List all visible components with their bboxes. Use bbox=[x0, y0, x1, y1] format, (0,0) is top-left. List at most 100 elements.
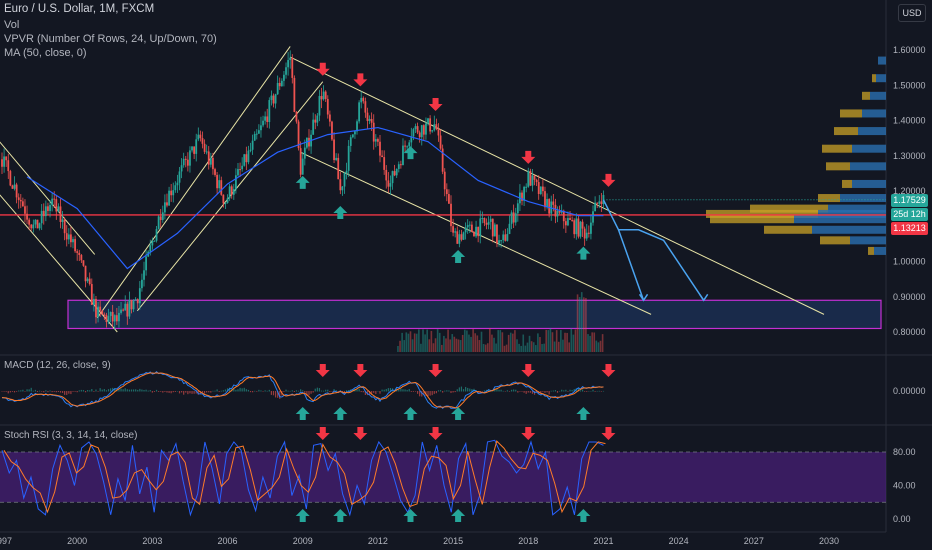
macd-histogram-bar bbox=[151, 391, 153, 393]
down-arrow-marker bbox=[601, 173, 616, 187]
volume-bar bbox=[478, 340, 481, 352]
volume-profile-bar bbox=[706, 209, 818, 218]
ma-label[interactable]: MA (50, close, 0) bbox=[4, 47, 87, 59]
candle-body bbox=[514, 213, 517, 223]
candle-body bbox=[377, 139, 379, 142]
candle-body bbox=[435, 124, 438, 130]
candle-body bbox=[199, 134, 202, 139]
volume-bar bbox=[405, 332, 408, 352]
volume-bar bbox=[532, 342, 535, 352]
volume-bar bbox=[593, 332, 596, 352]
down-arrow-marker bbox=[315, 364, 330, 377]
macd-histogram-bar bbox=[558, 390, 561, 392]
countdown-tag: 25d 12h bbox=[891, 208, 928, 221]
volume-profile-bar bbox=[842, 179, 852, 188]
macd-histogram-bar bbox=[1, 391, 3, 392]
candle-body bbox=[141, 279, 143, 289]
candle-body bbox=[303, 147, 306, 159]
volume-bar bbox=[482, 344, 485, 352]
candle-body bbox=[452, 226, 454, 233]
volume-bar bbox=[449, 339, 451, 352]
candle-body bbox=[385, 169, 388, 181]
volume-bar bbox=[541, 344, 543, 352]
macd-histogram-bar bbox=[348, 389, 350, 392]
candle-body bbox=[251, 140, 254, 150]
macd-histogram-bar bbox=[89, 390, 91, 392]
macd-histogram-bar bbox=[337, 391, 339, 392]
stoch-y-tick-label: 0.00 bbox=[893, 514, 911, 524]
candle-body bbox=[266, 116, 269, 123]
candle-body bbox=[347, 145, 350, 171]
macd-histogram-bar bbox=[377, 390, 379, 392]
volume-bar bbox=[572, 334, 575, 352]
volume-bar bbox=[430, 330, 433, 352]
candle-body bbox=[143, 270, 145, 280]
candle-body bbox=[489, 218, 492, 222]
volume-bar bbox=[514, 330, 516, 352]
candle-body bbox=[483, 218, 486, 223]
vpvr-label[interactable]: VPVR (Number Of Rows, 24, Up/Down, 70) bbox=[4, 33, 217, 45]
macd-histogram-bar bbox=[68, 391, 70, 394]
volume-bar bbox=[486, 343, 489, 352]
candle-body bbox=[92, 298, 95, 305]
candle-body bbox=[40, 210, 43, 224]
trend-line bbox=[96, 46, 291, 319]
vol-label[interactable]: Vol bbox=[4, 19, 20, 31]
macd-histogram-bar bbox=[300, 389, 302, 392]
candle-body bbox=[318, 96, 321, 116]
macd-histogram-bar bbox=[109, 388, 112, 392]
macd-histogram-bar bbox=[53, 391, 55, 392]
macd-histogram-bar bbox=[84, 391, 87, 393]
candle-body bbox=[84, 265, 87, 282]
macd-histogram-bar bbox=[262, 391, 264, 392]
symbol-title[interactable]: Euro / U.S. Dollar, 1M, FXCM bbox=[4, 3, 155, 15]
macd-histogram-bar bbox=[135, 389, 137, 392]
macd-histogram-bar bbox=[216, 389, 218, 392]
macd-histogram-bar bbox=[220, 390, 222, 392]
candle-body bbox=[337, 157, 340, 180]
trend-line bbox=[0, 141, 96, 255]
candle-body bbox=[74, 239, 76, 252]
volume-profile-bar bbox=[834, 127, 858, 136]
volume-bar bbox=[587, 334, 589, 352]
macd-histogram-bar bbox=[120, 388, 122, 392]
macd-histogram-bar bbox=[130, 389, 133, 392]
candle-body bbox=[354, 131, 356, 135]
volume-bar bbox=[560, 330, 562, 352]
candle-body bbox=[402, 145, 404, 166]
up-arrow-marker bbox=[295, 407, 310, 420]
up-arrow-marker bbox=[403, 509, 418, 522]
macd-histogram-bar bbox=[191, 391, 193, 394]
macd-histogram-bar bbox=[356, 389, 358, 392]
down-arrow-marker bbox=[428, 364, 443, 377]
candle-body bbox=[21, 201, 24, 207]
candle-body bbox=[166, 202, 168, 206]
macd-histogram-bar bbox=[34, 389, 37, 392]
volume-bar bbox=[526, 342, 529, 352]
candle-body bbox=[592, 211, 594, 223]
macd-histogram-bar bbox=[320, 390, 323, 392]
macd-histogram-bar bbox=[166, 391, 168, 393]
candle-body bbox=[159, 216, 162, 220]
candle-body bbox=[65, 233, 68, 240]
macd-histogram-bar bbox=[312, 391, 314, 393]
volume-bar bbox=[543, 343, 545, 352]
macd-histogram-bar bbox=[379, 391, 381, 394]
stoch-rsi-label[interactable]: Stoch RSI (3, 3, 14, 14, close) bbox=[4, 430, 138, 441]
macd-label[interactable]: MACD (12, 26, close, 9) bbox=[4, 360, 111, 371]
currency-button[interactable]: USD bbox=[898, 4, 926, 22]
candle-body bbox=[493, 224, 496, 237]
candle-body bbox=[379, 141, 381, 156]
volume-bar bbox=[551, 332, 554, 352]
volume-bar bbox=[516, 339, 518, 352]
candle-body bbox=[556, 210, 559, 217]
down-arrow-marker bbox=[315, 62, 330, 76]
candle-body bbox=[7, 160, 10, 172]
macd-histogram-bar bbox=[78, 390, 80, 392]
volume-bar bbox=[578, 297, 581, 352]
candle-body bbox=[393, 171, 396, 176]
macd-histogram-bar bbox=[373, 391, 375, 393]
macd-histogram-bar bbox=[210, 391, 212, 393]
x-tick-label: 2009 bbox=[293, 536, 313, 546]
